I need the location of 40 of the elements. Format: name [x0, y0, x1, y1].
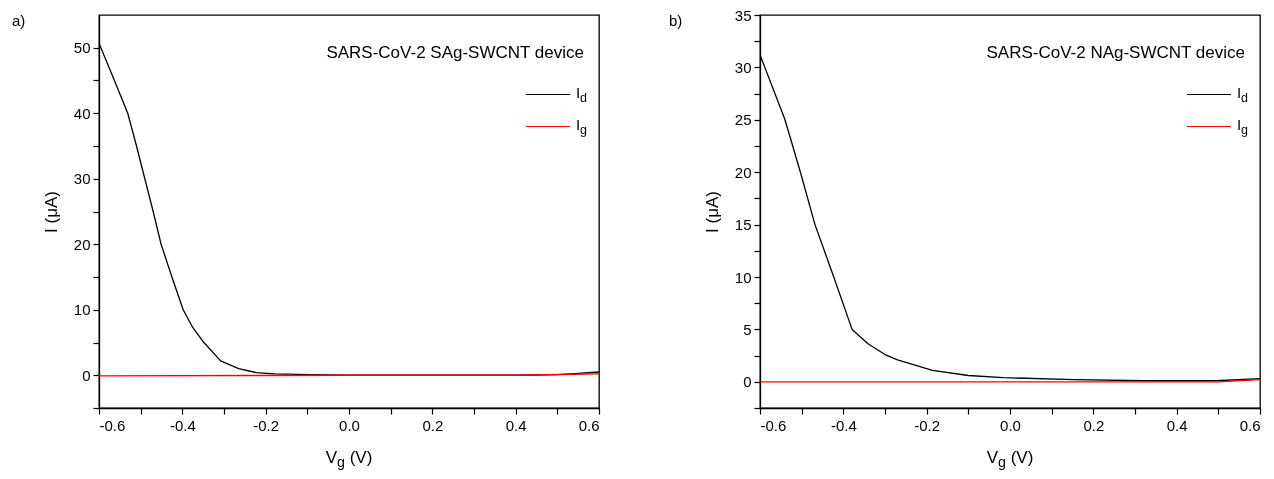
x-axis-title: V$_{g}$ (V) [986, 448, 1034, 471]
y-tick-label: 20 [734, 163, 752, 181]
x-tick-label: 0.0 [1000, 416, 1021, 434]
x-tick-label: -0.6 [99, 416, 126, 434]
x-axis-title: V$_{g}$ (V) [325, 448, 373, 471]
y-tick-label: 0 [82, 366, 91, 384]
annotation: SARS-CoV-2 NAg-SWCNT device [986, 43, 1245, 62]
x-tick-label: -0.4 [169, 416, 196, 434]
x-tick-label: 0.2 [422, 416, 444, 434]
y-tick-label: 20 [73, 235, 91, 253]
y-tick-label: 10 [73, 301, 91, 319]
y-tick-label: 5 [743, 320, 752, 338]
y-tick-label: 30 [734, 58, 752, 76]
y-tick-label: 25 [734, 111, 752, 129]
x-tick-label: 0.2 [1083, 416, 1105, 434]
x-tick-label: -0.6 [760, 416, 787, 434]
chart-title: b) [669, 12, 683, 29]
y-tick-label: 30 [73, 170, 91, 188]
annotation: SARS-CoV-2 SAg-SWCNT device [326, 43, 584, 62]
legend-label: I$_{d}$ [1236, 83, 1248, 105]
y-tick-label: 50 [73, 39, 91, 57]
x-tick-label: -0.2 [914, 416, 941, 434]
y-axis-title: I (μA) [42, 190, 62, 233]
x-tick-label: 0.4 [1166, 416, 1188, 434]
y-tick-label: 0 [743, 373, 752, 391]
legend-label: I$_{g}$ [575, 115, 587, 137]
y-tick-label: 10 [734, 268, 752, 286]
y-tick-label: 40 [73, 104, 91, 122]
x-tick-label: -0.2 [253, 416, 280, 434]
x-tick-label: 0.6 [578, 416, 600, 434]
y-tick-label: 35 [734, 6, 752, 24]
x-tick-label: 0.6 [1239, 416, 1261, 434]
x-tick-label: 0.0 [339, 416, 360, 434]
legend-label: I$_{g}$ [1236, 115, 1248, 137]
x-tick-label: 0.4 [505, 416, 527, 434]
y-axis-title: I (μA) [703, 190, 723, 233]
x-tick-label: -0.4 [830, 416, 857, 434]
legend-label: I$_{d}$ [575, 83, 587, 105]
y-tick-label: 15 [734, 216, 752, 234]
chart-title: a) [12, 12, 26, 29]
